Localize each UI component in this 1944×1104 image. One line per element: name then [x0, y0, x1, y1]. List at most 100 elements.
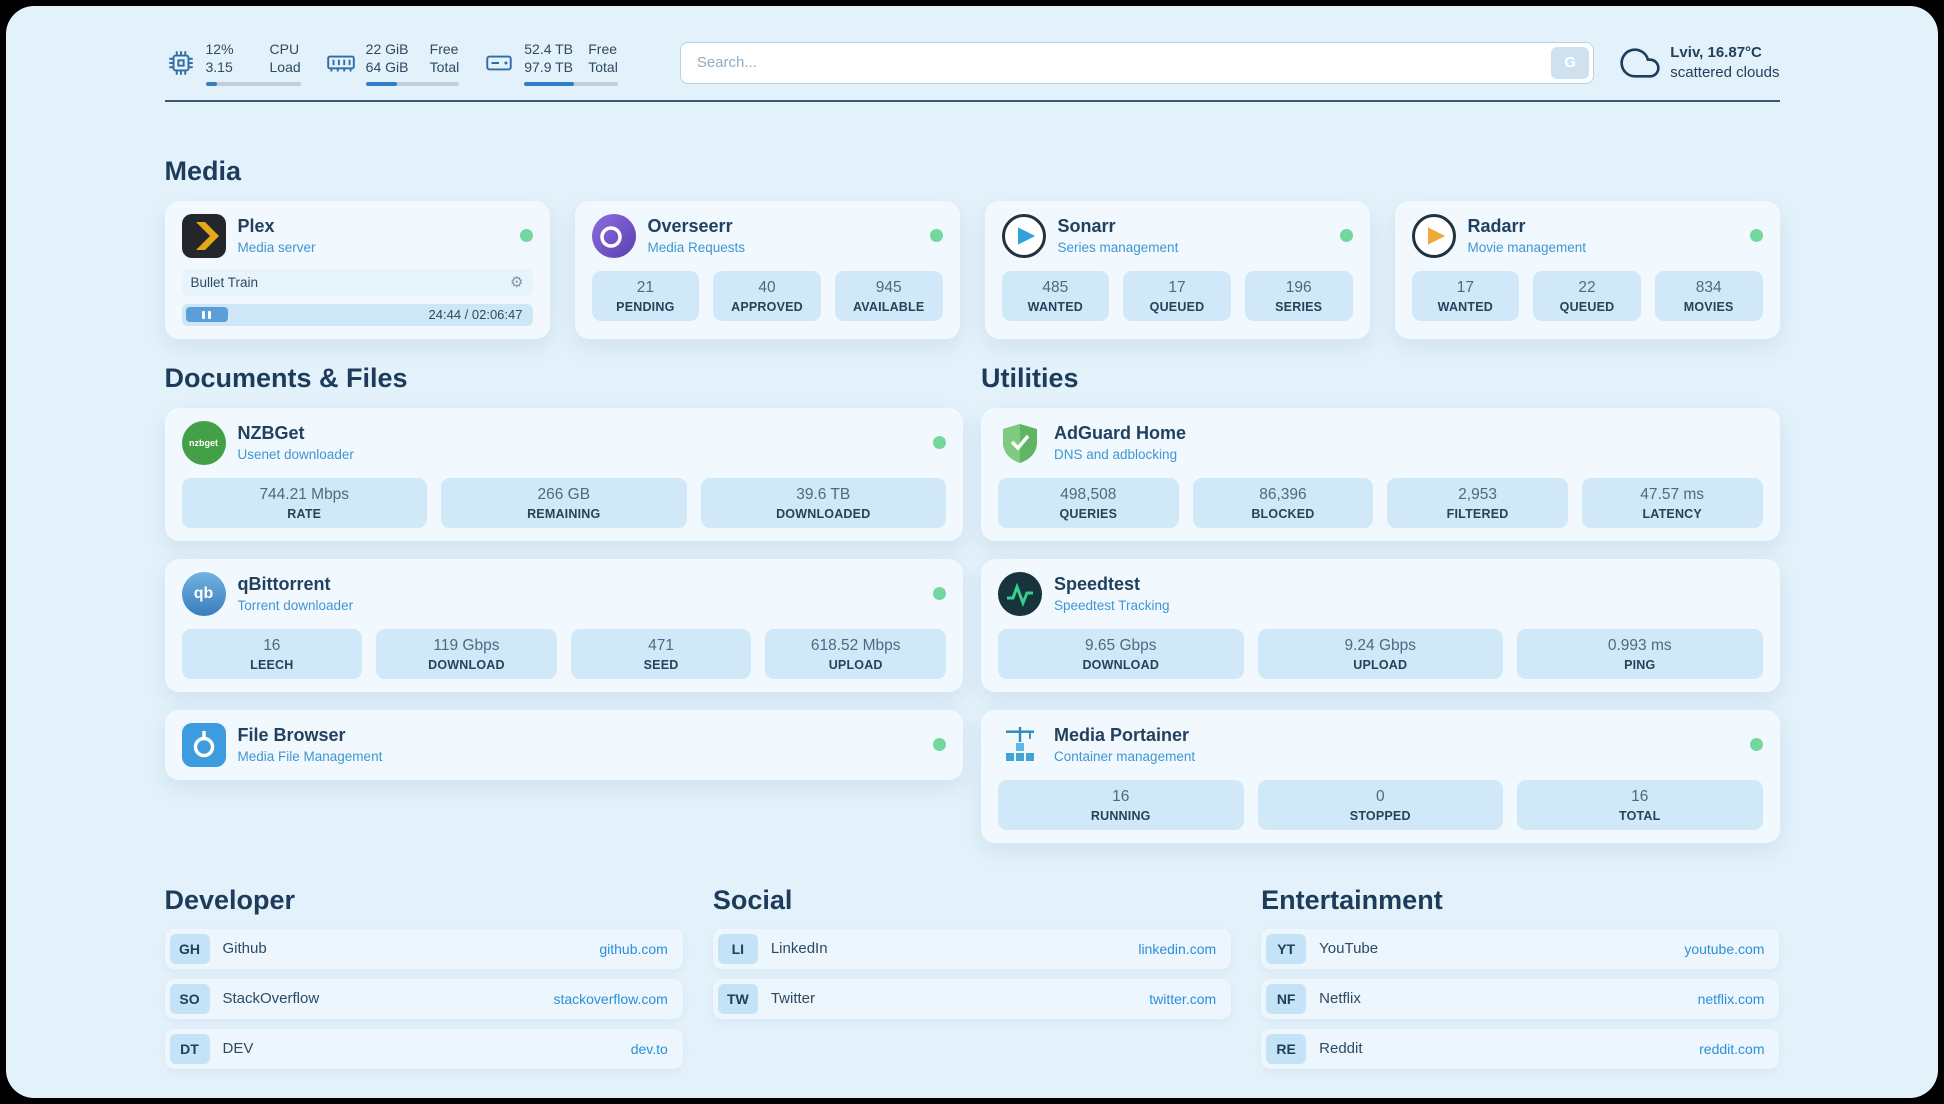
link-stackoverflow[interactable]: SO StackOverflow stackoverflow.com: [164, 978, 683, 1019]
speedtest-link[interactable]: Speedtest Speedtest Tracking: [998, 571, 1763, 616]
filebrowser-text: File Browser Media File Management: [238, 725, 383, 764]
stat-running: 16 RUNNING: [998, 779, 1244, 830]
stat-value: 39.6 TB: [796, 485, 851, 503]
status-dot: [1339, 229, 1353, 243]
stat-label: APPROVED: [731, 299, 803, 314]
stat-seed: 471 SEED: [570, 628, 752, 679]
radarr-text: Radarr Movie management: [1468, 216, 1587, 255]
stat-value: 16: [1631, 787, 1649, 805]
entertainment-section: Entertainment YT YouTube youtube.com NF …: [1261, 885, 1780, 1069]
search-provider-button[interactable]: G: [1551, 46, 1590, 79]
link-linkedin[interactable]: LI LinkedIn linkedin.com: [712, 928, 1232, 969]
stat-label: QUEUED: [1559, 299, 1615, 314]
link-github[interactable]: GH Github github.com: [164, 928, 683, 969]
plex-progress-bar: 24:44 / 02:06:47: [181, 303, 533, 326]
stat-value: 16: [1112, 787, 1130, 805]
nzbget-name: NZBGet: [237, 423, 305, 444]
pause-button[interactable]: [185, 307, 228, 323]
overseerr-subtitle: Media Requests: [647, 240, 746, 256]
radarr-card: Radarr Movie management 17 WANTED 22 QUE…: [1394, 200, 1780, 339]
status-dot: [1749, 738, 1763, 752]
stat-label: RATE: [287, 506, 322, 521]
stat-label: REMAINING: [527, 506, 601, 521]
link-name: Reddit: [1319, 1040, 1363, 1058]
weather-text: Lviv, 16.87°C scattered clouds: [1670, 43, 1779, 84]
filebrowser-icon: [181, 722, 226, 767]
overseerr-name: Overseerr: [647, 216, 733, 237]
stat-queries: 498,508 QUERIES: [998, 477, 1179, 528]
stat-value: 485: [1042, 278, 1069, 296]
adguard-link[interactable]: AdGuard Home DNS and adblocking: [998, 421, 1763, 465]
utilities-cards: AdGuard Home DNS and adblocking 498,508 …: [981, 407, 1780, 843]
radarr-stats: 17 WANTED 22 QUEUED 834 MOVIES: [1411, 270, 1763, 321]
sonarr-link[interactable]: Sonarr Series management: [1001, 213, 1353, 258]
section-title-social: Social: [712, 884, 793, 915]
stat-label: WANTED: [1437, 299, 1494, 314]
section-title-utilities: Utilities: [981, 362, 1079, 393]
reddit-icon: RE: [1266, 1033, 1307, 1064]
speedtest-card: Speedtest Speedtest Tracking 9.65 Gbps D…: [981, 558, 1780, 692]
sonarr-subtitle: Series management: [1057, 240, 1179, 256]
qbittorrent-icon: qb: [181, 571, 226, 616]
filebrowser-subtitle: Media File Management: [237, 749, 383, 765]
link-reddit[interactable]: RE Reddit reddit.com: [1261, 1028, 1780, 1069]
qbittorrent-link[interactable]: qb qBittorrent Torrent downloader: [181, 571, 946, 616]
link-url: stackoverflow.com: [553, 990, 668, 1007]
nzbget-stats: 744.21 Mbps RATE 266 GB REMAINING 39.6 T…: [181, 477, 946, 528]
plex-card: Plex Media server Bullet Train ⚙ 24:44 /…: [164, 200, 550, 339]
entertainment-links: YT YouTube youtube.com NF Netflix netfli…: [1261, 928, 1780, 1069]
plex-now-playing-title: Bullet Train: [190, 274, 259, 290]
link-url: github.com: [599, 940, 668, 957]
overseerr-icon: [591, 213, 636, 258]
stat-label: PING: [1624, 657, 1656, 672]
cpu-stats: 12% 3.15 CPU Load: [205, 40, 301, 86]
ram-stats-text: 22 GiB 64 GiB Free Total: [366, 40, 460, 77]
radarr-link[interactable]: Radarr Movie management: [1411, 213, 1763, 258]
portainer-subtitle: Container management: [1054, 749, 1196, 765]
social-section: Social LI LinkedIn linkedin.com TW Twitt…: [712, 884, 1232, 1019]
stat-rate: 744.21 Mbps RATE: [181, 477, 427, 528]
stat-value: 266 GB: [537, 485, 591, 503]
stat-value: 196: [1285, 278, 1312, 296]
plex-link[interactable]: Plex Media server: [181, 213, 533, 258]
search-input[interactable]: [679, 41, 1595, 84]
stat-label: PENDING: [616, 299, 675, 314]
portainer-card: Media Portainer Container management 16 …: [981, 709, 1780, 843]
ram-values: 22 GiB 64 GiB: [366, 40, 418, 77]
stat-label: QUERIES: [1059, 506, 1118, 521]
stat-label: BLOCKED: [1251, 506, 1315, 521]
adguard-subtitle: DNS and adblocking: [1054, 447, 1178, 463]
stat-label: DOWNLOAD: [1082, 657, 1160, 672]
link-twitter[interactable]: TW Twitter twitter.com: [712, 978, 1232, 1019]
nzbget-text: NZBGet Usenet downloader: [238, 423, 354, 462]
sonarr-icon: [1001, 213, 1046, 258]
link-netflix[interactable]: NF Netflix netflix.com: [1261, 978, 1780, 1019]
cpu-progress-bar: [205, 81, 301, 86]
link-url: youtube.com: [1684, 940, 1765, 957]
link-youtube[interactable]: YT YouTube youtube.com: [1261, 928, 1780, 969]
overseerr-link[interactable]: Overseerr Media Requests: [591, 213, 943, 258]
stat-total: 16 TOTAL: [1517, 779, 1763, 830]
disk-labels: Free Total: [588, 40, 618, 77]
sonarr-name: Sonarr: [1057, 216, 1116, 237]
portainer-link[interactable]: Media Portainer Container management: [998, 723, 1763, 767]
qbittorrent-text: qBittorrent Torrent downloader: [238, 574, 354, 613]
stat-value: 9.65 Gbps: [1084, 636, 1157, 654]
stat-label: SEED: [643, 657, 679, 672]
link-dev[interactable]: DT DEV dev.to: [164, 1028, 683, 1069]
filebrowser-link[interactable]: File Browser Media File Management: [181, 722, 946, 767]
adguard-icon: [998, 421, 1042, 465]
stat-value: 2,953: [1458, 485, 1497, 503]
nzbget-icon-text: nzbget: [189, 437, 218, 448]
stat-available: 945 AVAILABLE: [834, 270, 943, 321]
ram-stats: 22 GiB 64 GiB Free Total: [365, 40, 460, 86]
link-sections: Developer GH Github github.com SO StackO…: [164, 884, 1780, 1069]
overseerr-text: Overseerr Media Requests: [648, 216, 746, 255]
ram-icon: [325, 47, 357, 79]
stat-value: 21: [636, 278, 654, 296]
cpu-label-2: Load: [269, 59, 301, 76]
sonarr-card: Sonarr Series management 485 WANTED 17 Q…: [984, 200, 1370, 339]
section-title-documents: Documents & Files: [164, 362, 408, 393]
nzbget-link[interactable]: nzbget NZBGet Usenet downloader: [181, 420, 946, 465]
gear-icon[interactable]: ⚙: [510, 273, 524, 291]
